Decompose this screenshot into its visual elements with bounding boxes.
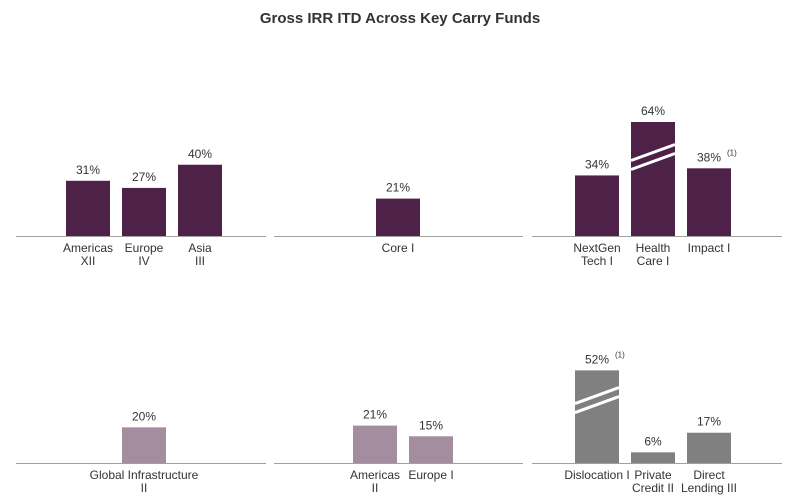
category-label: Asia III bbox=[188, 241, 212, 268]
bar bbox=[575, 175, 619, 236]
data-label: 31% bbox=[76, 163, 100, 177]
bar bbox=[353, 425, 397, 463]
panel-header-infrastructure: Infrastructure bbox=[92, 280, 190, 297]
category-label: Americas II bbox=[350, 468, 400, 495]
category-label: Dislocation I bbox=[564, 468, 629, 482]
category-label: Impact I bbox=[688, 241, 731, 255]
data-label: 6% bbox=[644, 434, 662, 448]
bar bbox=[122, 187, 166, 236]
panel-header-real-estate: Real Estate bbox=[358, 280, 439, 297]
panel-header-credit: Credit bbox=[635, 280, 679, 297]
data-label: 40% bbox=[188, 147, 212, 161]
footnote-marker: (1) bbox=[727, 148, 737, 157]
data-label: 21% bbox=[363, 408, 387, 422]
panel-header-traditional-pe: Traditional Private Equity bbox=[50, 53, 232, 70]
category-label: NextGen Tech I bbox=[573, 241, 620, 268]
bar bbox=[687, 432, 731, 463]
data-label: 38% bbox=[697, 150, 721, 164]
bar bbox=[122, 427, 166, 463]
bar bbox=[631, 122, 675, 236]
page-title: Gross IRR ITD Across Key Carry Funds bbox=[259, 10, 541, 27]
category-label: Americas XII bbox=[63, 241, 113, 268]
bar bbox=[409, 436, 453, 463]
footnote-marker: (1) bbox=[615, 350, 625, 359]
data-label: 20% bbox=[132, 409, 156, 423]
axis-break-mark bbox=[574, 386, 620, 405]
bar bbox=[631, 452, 675, 463]
category-label: Private Credit II bbox=[632, 468, 674, 495]
category-label: Europe I bbox=[408, 468, 453, 482]
bar bbox=[687, 168, 731, 236]
category-label: Health Care I bbox=[636, 241, 671, 268]
data-label: 64% bbox=[641, 104, 665, 118]
data-label: 21% bbox=[386, 181, 410, 195]
data-label: 15% bbox=[419, 418, 443, 432]
category-label: Direct Lending III bbox=[681, 468, 737, 495]
data-label: 17% bbox=[697, 415, 721, 429]
axis-break-mark bbox=[574, 395, 620, 414]
bar bbox=[178, 164, 222, 236]
category-label: Core I bbox=[382, 241, 415, 255]
axis-break-mark bbox=[630, 143, 676, 162]
category-label: Europe IV bbox=[125, 241, 164, 268]
category-label: Global Infrastructure II bbox=[90, 468, 199, 495]
panel-header-core-pe: Core Private Equity bbox=[329, 53, 468, 70]
axis-break-mark bbox=[630, 152, 676, 171]
data-label: 34% bbox=[585, 157, 609, 171]
bar bbox=[575, 370, 619, 463]
data-label: 27% bbox=[132, 170, 156, 184]
data-label: 52% bbox=[585, 352, 609, 366]
bar bbox=[66, 180, 110, 236]
bar bbox=[376, 198, 420, 236]
panel-header-growth-equity: Growth Equity bbox=[605, 53, 709, 70]
